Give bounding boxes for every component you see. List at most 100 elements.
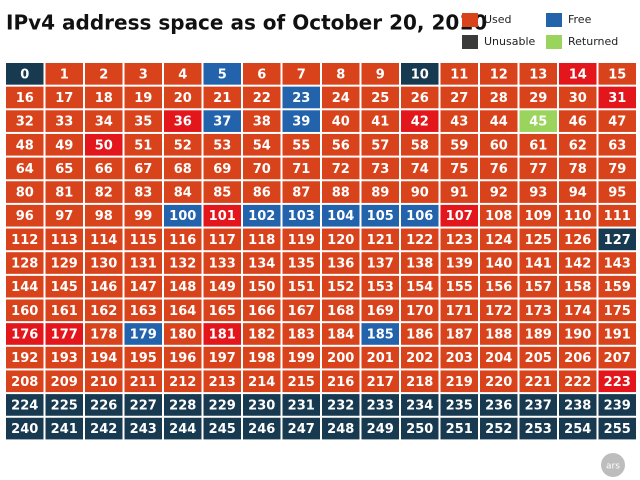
cell <box>559 181 597 203</box>
cell-label: 84 <box>174 186 192 201</box>
cell-label: 102 <box>248 209 275 224</box>
cell <box>559 299 597 322</box>
cell <box>440 346 478 369</box>
cell-label: 186 <box>406 327 433 342</box>
legend-label: Free <box>568 13 592 26</box>
cell <box>440 228 478 251</box>
cell <box>45 394 83 416</box>
cell <box>361 204 399 227</box>
cell <box>6 346 44 369</box>
cell <box>282 181 320 203</box>
cell <box>440 275 478 298</box>
cell-label: 159 <box>604 280 631 295</box>
cell-label: 225 <box>51 398 78 413</box>
cell <box>361 110 399 132</box>
cell <box>361 228 399 251</box>
cell <box>322 323 360 345</box>
cell-label: 17 <box>55 91 73 106</box>
cell-label: 193 <box>51 351 78 366</box>
cell <box>243 157 281 180</box>
cell-label: 29 <box>529 91 547 106</box>
cell-label: 95 <box>608 186 626 201</box>
cell <box>124 63 162 85</box>
cell-label: 30 <box>569 91 587 106</box>
cell-label: 76 <box>490 162 508 177</box>
cell-label: 32 <box>16 115 34 130</box>
cell-label: 109 <box>525 209 552 224</box>
cell-label: 217 <box>367 375 394 390</box>
legend-swatch <box>546 13 562 27</box>
cell <box>480 86 518 109</box>
cell-label: 165 <box>209 304 236 319</box>
cell-label: 108 <box>485 209 512 224</box>
cell-label: 38 <box>253 115 271 130</box>
cell <box>203 228 241 251</box>
cell <box>164 63 202 85</box>
cell-label: 216 <box>327 375 354 390</box>
cell-label: 242 <box>90 422 117 437</box>
cell-label: 82 <box>95 186 113 201</box>
cell <box>124 86 162 109</box>
cell-label: 4 <box>178 67 187 82</box>
cell-label: 124 <box>485 233 512 248</box>
logo: ars <box>606 462 620 472</box>
cell <box>322 110 360 132</box>
cell <box>6 133 44 156</box>
cell-label: 249 <box>367 422 394 437</box>
cell <box>322 299 360 322</box>
cell-label: 51 <box>134 138 152 153</box>
cell-label: 89 <box>371 186 389 201</box>
cell-label: 167 <box>288 304 315 319</box>
cell <box>480 133 518 156</box>
cell <box>480 110 518 132</box>
cell <box>401 417 439 440</box>
cell-label: 224 <box>11 398 38 413</box>
cell <box>45 252 83 274</box>
cell <box>519 228 557 251</box>
cell-label: 182 <box>248 327 275 342</box>
cell <box>85 417 123 440</box>
cell <box>322 346 360 369</box>
cell <box>480 157 518 180</box>
cell-label: 96 <box>16 209 34 224</box>
cell-label: 118 <box>248 233 275 248</box>
cell <box>559 63 597 85</box>
cell <box>6 204 44 227</box>
cell-label: 81 <box>55 186 73 201</box>
cell <box>45 299 83 322</box>
cell <box>85 181 123 203</box>
cell <box>322 417 360 440</box>
cell <box>203 204 241 227</box>
cell <box>124 133 162 156</box>
cell-label: 176 <box>11 327 38 342</box>
legend-swatch <box>462 13 478 27</box>
cell-label: 67 <box>134 162 152 177</box>
cell <box>203 133 241 156</box>
cell-label: 34 <box>95 115 113 130</box>
cell <box>45 228 83 251</box>
cell <box>203 110 241 132</box>
cell-label: 18 <box>95 91 113 106</box>
cell-label: 145 <box>51 280 78 295</box>
cell <box>164 394 202 416</box>
cell-label: 215 <box>288 375 315 390</box>
cell-label: 146 <box>90 280 117 295</box>
cell-label: 88 <box>332 186 350 201</box>
cell-label: 233 <box>367 398 394 413</box>
cell <box>598 63 636 85</box>
cell <box>85 323 123 345</box>
cell <box>45 181 83 203</box>
cell-label: 205 <box>525 351 552 366</box>
cell-label: 7 <box>297 67 306 82</box>
cell <box>203 181 241 203</box>
cell-label: 79 <box>608 162 626 177</box>
cell <box>440 110 478 132</box>
cell <box>401 323 439 345</box>
cell-label: 161 <box>51 304 78 319</box>
cell-label: 251 <box>446 422 473 437</box>
cell-label: 150 <box>248 280 275 295</box>
cell-label: 194 <box>90 351 117 366</box>
cell-label: 87 <box>292 186 310 201</box>
cell-label: 42 <box>411 115 429 130</box>
cell <box>85 299 123 322</box>
